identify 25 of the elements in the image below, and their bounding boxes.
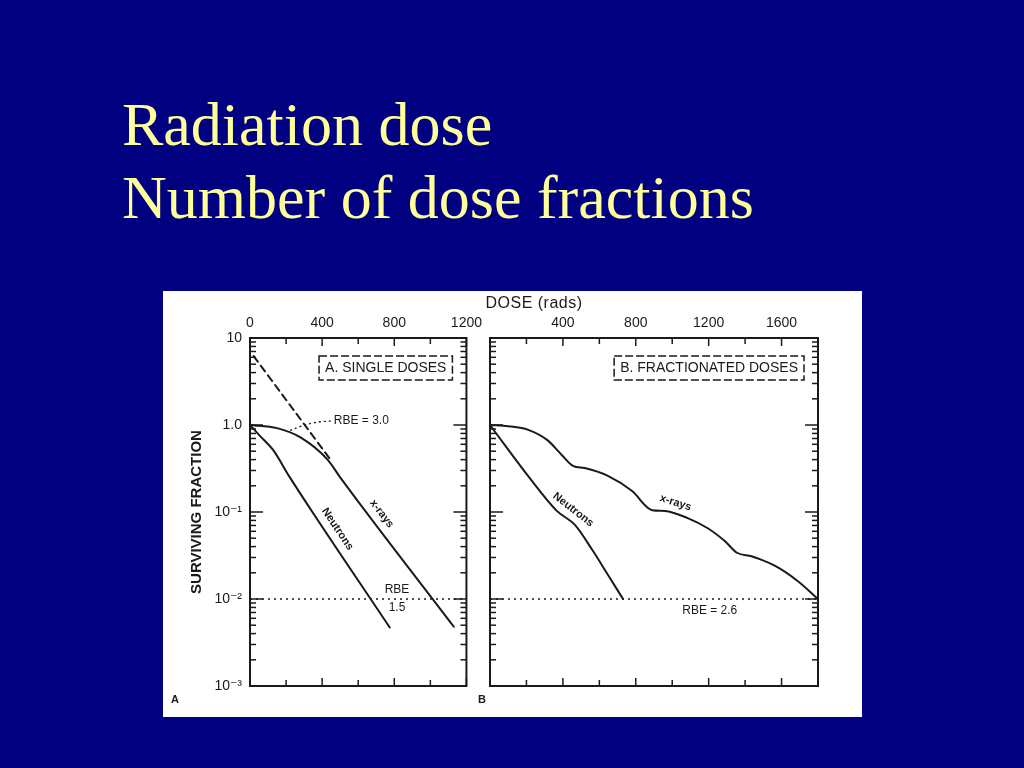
- y-tick-label: 10⁻²: [214, 589, 243, 606]
- chart-title: Radiation dose: [122, 89, 493, 160]
- text: A: [171, 693, 179, 706]
- annotation: RBE 1.5: [384, 582, 410, 615]
- annotation: RBE = 2.6: [682, 603, 738, 618]
- y-tick-label: 10: [226, 328, 243, 345]
- x-axis-title: DOSE (rads): [485, 294, 583, 312]
- x-tick-label: 800: [382, 314, 407, 331]
- text: B: [478, 693, 486, 706]
- text: x-rays: [658, 491, 694, 513]
- y-tick-label: 10⁻³: [214, 676, 243, 693]
- x-tick-label: 400: [310, 314, 335, 331]
- x-tick-label: 800: [624, 314, 648, 331]
- y-tick-label: 1.0: [222, 415, 243, 432]
- x-tick-label: 0: [246, 314, 255, 331]
- x-tick-label: 1200: [450, 314, 483, 331]
- x-tick-label: 400: [551, 314, 575, 331]
- x-tick-label: 1200: [693, 314, 725, 331]
- y-axis-title: SURVIVING FRACTION: [187, 430, 205, 594]
- annotation: B. FRACTIONATED DOSES: [620, 358, 798, 375]
- chart-subtitle: Number of dose fractions: [122, 162, 754, 233]
- x-tick-label: 1600: [765, 314, 798, 331]
- y-tick-label: 10⁻¹: [214, 502, 243, 519]
- annotation: A. SINGLE DOSES: [325, 358, 447, 375]
- annotation: RBE = 3.0: [333, 413, 390, 428]
